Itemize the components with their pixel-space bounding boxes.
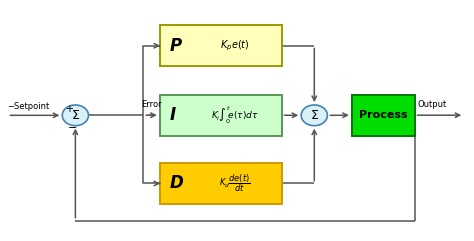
Text: $K_d\dfrac{de(t)}{dt}$: $K_d\dfrac{de(t)}{dt}$ (219, 173, 251, 194)
Ellipse shape (301, 105, 328, 126)
Text: −Setpoint: −Setpoint (8, 102, 50, 111)
FancyBboxPatch shape (160, 95, 282, 136)
FancyBboxPatch shape (352, 95, 415, 136)
Ellipse shape (62, 105, 89, 126)
Text: −: − (68, 123, 77, 133)
Text: P: P (170, 37, 182, 55)
Text: $K_i\int_0^t\!e(\tau)d\tau$: $K_i\int_0^t\!e(\tau)d\tau$ (211, 104, 259, 126)
Text: Output: Output (417, 100, 447, 109)
FancyBboxPatch shape (160, 163, 282, 204)
Text: +: + (64, 104, 73, 114)
FancyBboxPatch shape (160, 25, 282, 66)
Text: $\Sigma$: $\Sigma$ (71, 109, 80, 122)
Text: $\Sigma$: $\Sigma$ (310, 109, 319, 122)
Text: Error: Error (141, 100, 162, 109)
Text: Process: Process (359, 110, 408, 120)
Text: D: D (170, 174, 184, 193)
Text: $K_p e(t)$: $K_p e(t)$ (220, 39, 250, 53)
Text: I: I (170, 106, 176, 124)
